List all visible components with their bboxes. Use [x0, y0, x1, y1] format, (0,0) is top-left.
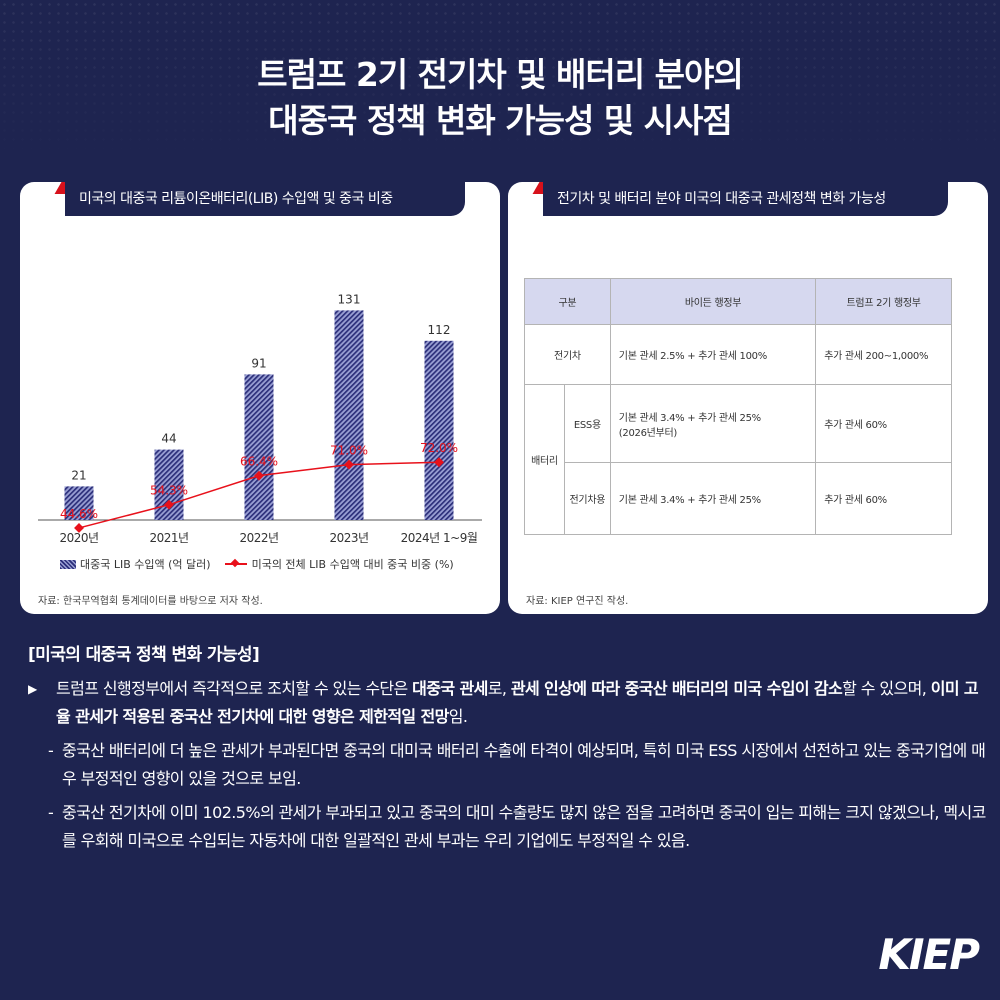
bar-line-chart: 21 2020년 44 2021년 91 2022년 131 2023년 112 2024년 1~…: [38, 292, 482, 545]
table-panel-title: 전기차 및 배터리 분야 미국의 대중국 관세정책 변화 가능성: [543, 182, 948, 216]
page-title-line2: 대중국 정책 변화 가능성 및 시사점: [268, 101, 732, 140]
legend-line-swatch: [224, 563, 247, 565]
cell-ess-biden-line1: 기본 관세 3.4% + 추가 관세 25%: [618, 412, 761, 424]
table-row: 전기차 기본 관세 2.5% + 추가 관세 100% 추가 관세 200~1,…: [524, 324, 952, 385]
dash-paragraph-1-text: 중국산 배터리에 더 높은 관세가 부과된다면 중국의 대미국 배터리 수출에 …: [62, 741, 986, 788]
bar-value-label: 131: [338, 292, 361, 306]
p1-bold-3: 이미 고율 관세가 적용된 중국산 전기차에 대한 영향은 제한적일 전망: [56, 679, 979, 726]
p1-bold-2: 관세 인상에 따라 중국산 배터리의 미국 수입이 감소: [510, 679, 843, 698]
header-trump: 트럼프 2기 행정부: [815, 278, 952, 325]
kiep-logo: KIEP: [878, 930, 980, 979]
line-value-label: 66.4%: [240, 455, 278, 469]
header-biden: 바이든 행정부: [609, 278, 817, 325]
line-value-label: 72.0%: [420, 441, 458, 455]
line-point: [344, 459, 354, 470]
chart-legend: 대중국 LIB 수입액 (억 달러) 미국의 전체 LIB 수입액 대비 중국 …: [60, 556, 454, 572]
header-category: 구분: [524, 278, 611, 325]
bar-value-label: 21: [71, 468, 86, 482]
p1-text-2: 로,: [487, 679, 511, 698]
table-row: 전기차용 기본 관세 3.4% + 추가 관세 25% 추가 관세 60%: [525, 462, 952, 535]
bar: [244, 374, 274, 520]
line-point: [164, 499, 174, 510]
dash-paragraph-2: - 중국산 전기차에 이미 102.5%의 관세가 부과되고 있고 중국의 대미…: [28, 799, 988, 855]
x-tick-label: 2020년: [59, 531, 98, 545]
legend-bar-label: 대중국 LIB 수입액 (억 달러): [80, 558, 211, 571]
p1-text-3: 할 수 있으며,: [842, 679, 931, 698]
row-label-ess: ESS용: [563, 384, 611, 463]
p1-bold-1: 대중국 관세: [412, 679, 488, 698]
chart-panel-title: 미국의 대중국 리튬이온배터리(LIB) 수입액 및 중국 비중: [65, 182, 465, 216]
dash-marker: -: [48, 741, 54, 760]
bar-value-label: 112: [428, 323, 451, 337]
bar: [424, 340, 454, 520]
x-tick-label: 2021년: [149, 531, 188, 545]
p1-text-4: 임.: [448, 707, 468, 726]
bar-value-label: 44: [161, 432, 176, 446]
x-tick-label: 2024년 1~9월: [401, 531, 478, 545]
table-row: 배터리 ESS용 기본 관세 3.4% + 추가 관세 25% (2026년부터…: [524, 384, 952, 535]
bullet-paragraph: ▶ 트럼프 신행정부에서 즉각적으로 조치할 수 있는 수단은 대중국 관세로,…: [28, 675, 988, 731]
line-value-label: 71.0%: [330, 444, 368, 458]
p1-text-1: 트럼프 신행정부에서 즉각적으로 조치할 수 있는 수단은: [56, 679, 413, 698]
cell-ess-biden: 기본 관세 3.4% + 추가 관세 25% (2026년부터): [609, 384, 817, 463]
legend-line-label: 미국의 전체 LIB 수입액 대비 중국 비중 (%): [251, 558, 454, 571]
bar: [334, 310, 364, 520]
bar: [64, 486, 94, 520]
section-heading: [미국의 대중국 정책 변화 가능성]: [28, 645, 260, 665]
chart-source: 자료: 한국무역협회 통계데이터를 바탕으로 저자 작성.: [38, 596, 263, 607]
dash-marker: -: [48, 803, 54, 822]
line-value-label: 54.3%: [150, 484, 188, 498]
dash-paragraph-1: - 중국산 배터리에 더 높은 관세가 부과된다면 중국의 대미국 배터리 수출…: [28, 737, 988, 793]
page-title-line1: 트럼프 2기 전기차 및 배터리 분야의: [257, 55, 743, 94]
row-label-battery: 배터리: [524, 384, 565, 535]
cell-ev-biden: 기본 관세 2.5% + 추가 관세 100%: [609, 324, 817, 385]
table-panel: 전기차 및 배터리 분야 미국의 대중국 관세정책 변화 가능성 구분 바이든 …: [508, 182, 988, 614]
x-tick-label: 2023년: [329, 531, 368, 545]
background-pattern: [0, 0, 1000, 170]
x-tick-label: 2022년: [239, 531, 278, 545]
line-point: [434, 457, 444, 468]
cell-evb-biden: 기본 관세 3.4% + 추가 관세 25%: [609, 462, 817, 535]
chart-panel: 미국의 대중국 리튬이온배터리(LIB) 수입액 및 중국 비중 21 2020년…: [20, 182, 500, 614]
table-header-row: 구분 바이든 행정부 트럼프 2기 행정부: [524, 278, 952, 325]
triangle-bullet-icon: ▶: [28, 682, 37, 696]
dash-paragraph-2-text: 중국산 전기차에 이미 102.5%의 관세가 부과되고 있고 중국의 대미 수…: [62, 803, 986, 850]
cell-evb-trump: 추가 관세 60%: [815, 462, 952, 535]
cell-ess-trump: 추가 관세 60%: [815, 384, 952, 463]
logo-text: KIEP: [878, 930, 980, 979]
row-label-ev-battery: 전기차용: [563, 462, 611, 535]
legend-bar-swatch: [60, 559, 76, 569]
cell-ess-biden-line2: (2026년부터): [618, 427, 677, 439]
table-source: 자료: KIEP 연구진 작성.: [526, 596, 629, 607]
row-label-ev: 전기차: [524, 324, 611, 385]
policy-table: 구분 바이든 행정부 트럼프 2기 행정부 전기차 기본 관세 2.5% + 추…: [524, 278, 952, 535]
line-value-label: 44.6%: [60, 507, 98, 521]
bar-value-label: 91: [251, 356, 266, 370]
page-title: 트럼프 2기 전기차 및 배터리 분야의 대중국 정책 변화 가능성 및 시사점: [0, 52, 1000, 144]
body-text: [미국의 대중국 정책 변화 가능성] ▶ 트럼프 신행정부에서 즉각적으로 조…: [28, 640, 988, 855]
cell-ev-trump: 추가 관세 200~1,000%: [815, 324, 952, 385]
